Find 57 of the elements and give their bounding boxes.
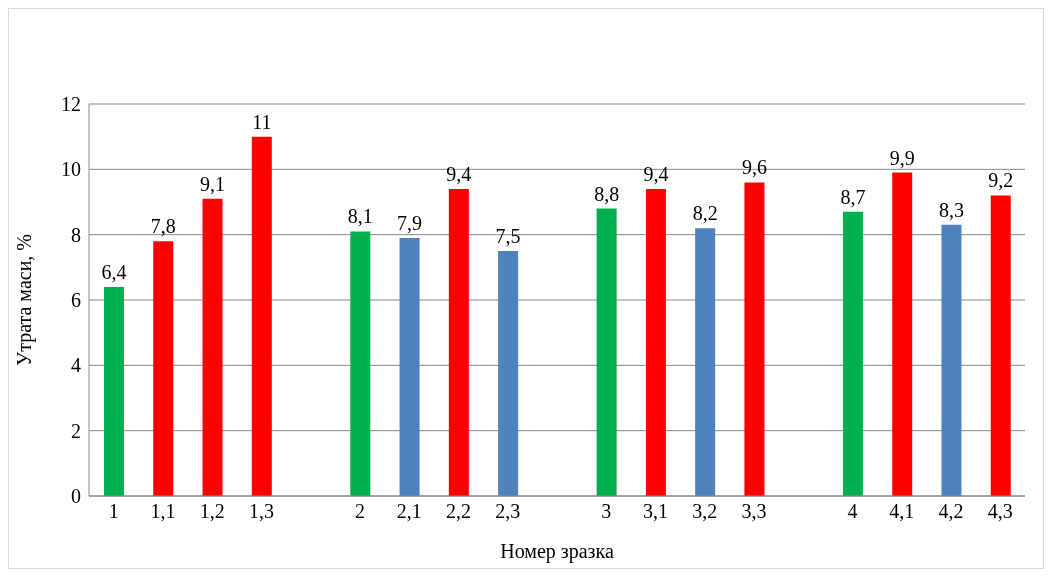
bar	[645, 188, 666, 496]
bar	[399, 237, 420, 496]
y-axis-title: Утрата маси, %	[13, 233, 37, 367]
x-tick-label: 1,1	[150, 500, 176, 523]
x-axis-title: Номер зразка	[500, 540, 614, 563]
x-tick-label: 4	[847, 500, 858, 523]
y-tick-label: 8	[71, 223, 81, 246]
bar	[448, 188, 469, 496]
bar	[842, 211, 863, 496]
data-label: 9,4	[643, 162, 669, 185]
x-tick-label: 4,2	[938, 500, 964, 523]
data-label: 9,9	[889, 146, 915, 169]
data-label: 11	[252, 110, 272, 133]
x-tick-label: 1	[108, 500, 119, 523]
data-label: 6,4	[101, 260, 127, 283]
y-tick-label: 4	[71, 354, 81, 377]
x-tick-label: 3,3	[741, 500, 767, 523]
bar	[744, 182, 765, 496]
y-tick-label: 6	[71, 289, 81, 312]
bar	[596, 208, 617, 496]
x-tick-label: 2,2	[445, 500, 471, 523]
y-tick-label: 10	[61, 158, 81, 181]
bar	[695, 228, 716, 496]
data-label: 8,1	[347, 205, 373, 228]
bar	[153, 241, 174, 496]
x-tick-label: 2,3	[495, 500, 521, 523]
y-tick-label: 12	[61, 93, 81, 116]
data-label: 8,2	[692, 202, 718, 225]
x-tick-label: 4,1	[889, 500, 915, 523]
data-label: 7,5	[495, 225, 521, 247]
x-tick-label: 2	[354, 500, 365, 523]
bar	[498, 251, 519, 496]
data-label: 7,9	[397, 211, 423, 234]
x-tick-label: 3	[601, 500, 612, 523]
data-label: 9,1	[200, 172, 226, 195]
data-label: 9,6	[741, 156, 767, 179]
bar	[350, 231, 371, 496]
data-label: 8,3	[938, 198, 964, 221]
bar	[104, 286, 124, 496]
x-tick-label: 1,3	[248, 500, 274, 523]
bar	[892, 172, 913, 496]
data-label: 8,7	[840, 185, 866, 208]
bar	[202, 198, 223, 496]
x-tick-label: 1,2	[199, 500, 225, 523]
x-tick-label: 2,1	[396, 500, 422, 523]
data-label: 8,8	[594, 182, 620, 205]
x-tick-label: 3,1	[643, 500, 669, 523]
data-label: 9,4	[446, 162, 472, 185]
bar	[941, 224, 962, 496]
y-tick-label: 0	[71, 485, 81, 508]
data-label: 9,2	[988, 169, 1014, 192]
bar	[990, 195, 1011, 496]
bar	[251, 136, 272, 496]
x-tick-label: 3,2	[692, 500, 718, 523]
data-label: 7,8	[150, 215, 176, 238]
y-tick-label: 2	[71, 419, 81, 442]
x-tick-label: 4,3	[987, 500, 1013, 523]
